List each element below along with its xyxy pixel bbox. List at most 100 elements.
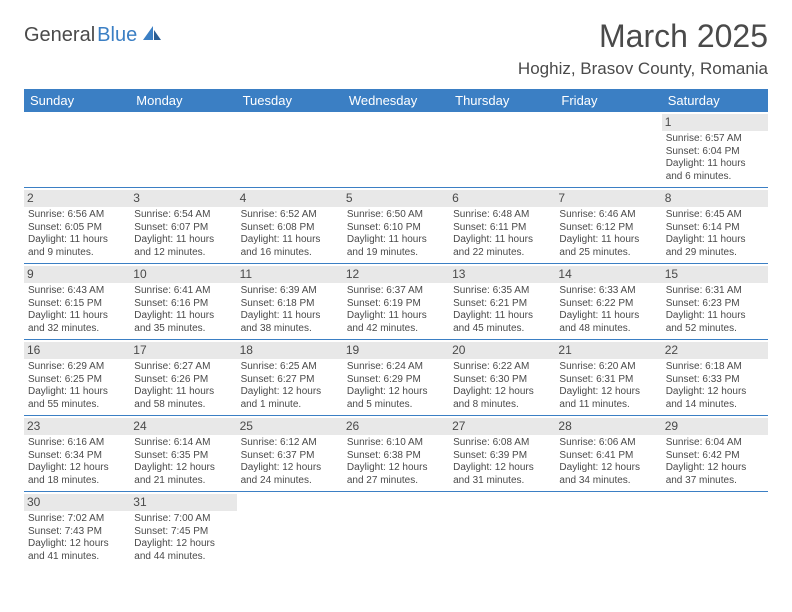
daylight-text: and 27 minutes. (347, 475, 445, 488)
day-number: 31 (130, 494, 236, 511)
daylight-text: and 1 minute. (241, 399, 339, 412)
daylight-text: Daylight: 12 hours (241, 386, 339, 399)
sunrise-text: Sunrise: 6:37 AM (347, 285, 445, 298)
day-number: 15 (662, 266, 768, 283)
calendar-cell: 21Sunrise: 6:20 AMSunset: 6:31 PMDayligh… (555, 340, 661, 416)
daylight-text: Daylight: 11 hours (241, 310, 339, 323)
daylight-text: Daylight: 12 hours (666, 462, 764, 475)
sunset-text: Sunset: 6:42 PM (666, 450, 764, 463)
weekday-header: Sunday (24, 89, 130, 112)
daylight-text: and 14 minutes. (666, 399, 764, 412)
title-block: March 2025 Hoghiz, Brasov County, Romani… (518, 18, 768, 79)
calendar-cell: 1Sunrise: 6:57 AMSunset: 6:04 PMDaylight… (662, 112, 768, 188)
sunrise-text: Sunrise: 6:25 AM (241, 361, 339, 374)
calendar-cell: 13Sunrise: 6:35 AMSunset: 6:21 PMDayligh… (449, 264, 555, 340)
sunrise-text: Sunrise: 7:00 AM (134, 513, 232, 526)
calendar-week-row: 30Sunrise: 7:02 AMSunset: 7:43 PMDayligh… (24, 492, 768, 568)
calendar-cell: 23Sunrise: 6:16 AMSunset: 6:34 PMDayligh… (24, 416, 130, 492)
sunrise-text: Sunrise: 6:45 AM (666, 209, 764, 222)
calendar-table: SundayMondayTuesdayWednesdayThursdayFrid… (24, 89, 768, 567)
daylight-text: Daylight: 11 hours (666, 158, 764, 171)
calendar-cell (662, 492, 768, 568)
location-text: Hoghiz, Brasov County, Romania (518, 59, 768, 79)
daylight-text: and 34 minutes. (559, 475, 657, 488)
day-number: 4 (237, 190, 343, 207)
daylight-text: Daylight: 12 hours (134, 538, 232, 551)
calendar-cell: 22Sunrise: 6:18 AMSunset: 6:33 PMDayligh… (662, 340, 768, 416)
daylight-text: Daylight: 12 hours (453, 462, 551, 475)
calendar-cell (449, 492, 555, 568)
sunrise-text: Sunrise: 6:24 AM (347, 361, 445, 374)
brand-name-2: Blue (97, 24, 137, 47)
month-title: March 2025 (518, 18, 768, 55)
calendar-cell: 25Sunrise: 6:12 AMSunset: 6:37 PMDayligh… (237, 416, 343, 492)
day-number: 7 (555, 190, 661, 207)
day-number: 27 (449, 418, 555, 435)
daylight-text: and 5 minutes. (347, 399, 445, 412)
day-number: 24 (130, 418, 236, 435)
sunrise-text: Sunrise: 6:22 AM (453, 361, 551, 374)
daylight-text: Daylight: 12 hours (134, 462, 232, 475)
day-number: 19 (343, 342, 449, 359)
day-number: 17 (130, 342, 236, 359)
day-number: 16 (24, 342, 130, 359)
day-number: 10 (130, 266, 236, 283)
daylight-text: and 52 minutes. (666, 323, 764, 336)
sunset-text: Sunset: 6:26 PM (134, 374, 232, 387)
sunrise-text: Sunrise: 6:35 AM (453, 285, 551, 298)
sunset-text: Sunset: 6:05 PM (28, 222, 126, 235)
daylight-text: and 45 minutes. (453, 323, 551, 336)
calendar-week-row: 2Sunrise: 6:56 AMSunset: 6:05 PMDaylight… (24, 188, 768, 264)
calendar-cell: 18Sunrise: 6:25 AMSunset: 6:27 PMDayligh… (237, 340, 343, 416)
daylight-text: Daylight: 11 hours (453, 234, 551, 247)
sunset-text: Sunset: 6:07 PM (134, 222, 232, 235)
sunrise-text: Sunrise: 6:04 AM (666, 437, 764, 450)
sunrise-text: Sunrise: 6:27 AM (134, 361, 232, 374)
sunset-text: Sunset: 6:41 PM (559, 450, 657, 463)
daylight-text: and 42 minutes. (347, 323, 445, 336)
daylight-text: and 21 minutes. (134, 475, 232, 488)
daylight-text: and 29 minutes. (666, 247, 764, 260)
daylight-text: and 55 minutes. (28, 399, 126, 412)
weekday-header-row: SundayMondayTuesdayWednesdayThursdayFrid… (24, 89, 768, 112)
daylight-text: and 24 minutes. (241, 475, 339, 488)
daylight-text: and 32 minutes. (28, 323, 126, 336)
calendar-cell: 17 Sunrise: 6:27 AMSunset: 6:26 PMDayligh… (130, 340, 236, 416)
calendar-cell (449, 112, 555, 188)
calendar-cell: 6Sunrise: 6:48 AMSunset: 6:11 PMDaylight… (449, 188, 555, 264)
sunrise-text: Sunrise: 6:31 AM (666, 285, 764, 298)
daylight-text: and 41 minutes. (28, 551, 126, 564)
day-number: 25 (237, 418, 343, 435)
calendar-body: 1Sunrise: 6:57 AMSunset: 6:04 PMDaylight… (24, 112, 768, 567)
daylight-text: and 35 minutes. (134, 323, 232, 336)
daylight-text: Daylight: 12 hours (28, 538, 126, 551)
daylight-text: Daylight: 11 hours (28, 310, 126, 323)
calendar-week-row: 16Sunrise: 6:29 AMSunset: 6:25 PMDayligh… (24, 340, 768, 416)
day-number: 20 (449, 342, 555, 359)
calendar-cell: 3Sunrise: 6:54 AMSunset: 6:07 PMDaylight… (130, 188, 236, 264)
daylight-text: Daylight: 12 hours (347, 462, 445, 475)
sail-icon (141, 24, 163, 47)
sunset-text: Sunset: 6:35 PM (134, 450, 232, 463)
day-number: 22 (662, 342, 768, 359)
sunset-text: Sunset: 6:27 PM (241, 374, 339, 387)
brand-name-1: General (24, 24, 95, 47)
calendar-cell: 19Sunrise: 6:24 AMSunset: 6:29 PMDayligh… (343, 340, 449, 416)
daylight-text: Daylight: 12 hours (241, 462, 339, 475)
sunset-text: Sunset: 6:25 PM (28, 374, 126, 387)
sunset-text: Sunset: 6:29 PM (347, 374, 445, 387)
calendar-cell: 26Sunrise: 6:10 AMSunset: 6:38 PMDayligh… (343, 416, 449, 492)
sunrise-text: Sunrise: 6:48 AM (453, 209, 551, 222)
daylight-text: Daylight: 11 hours (134, 386, 232, 399)
sunset-text: Sunset: 6:23 PM (666, 298, 764, 311)
daylight-text: Daylight: 12 hours (28, 462, 126, 475)
sunset-text: Sunset: 6:31 PM (559, 374, 657, 387)
sunrise-text: Sunrise: 6:20 AM (559, 361, 657, 374)
daylight-text: and 58 minutes. (134, 399, 232, 412)
daylight-text: and 11 minutes. (559, 399, 657, 412)
daylight-text: Daylight: 11 hours (134, 310, 232, 323)
day-number: 5 (343, 190, 449, 207)
sunrise-text: Sunrise: 6:14 AM (134, 437, 232, 450)
calendar-week-row: 23Sunrise: 6:16 AMSunset: 6:34 PMDayligh… (24, 416, 768, 492)
daylight-text: Daylight: 11 hours (347, 234, 445, 247)
